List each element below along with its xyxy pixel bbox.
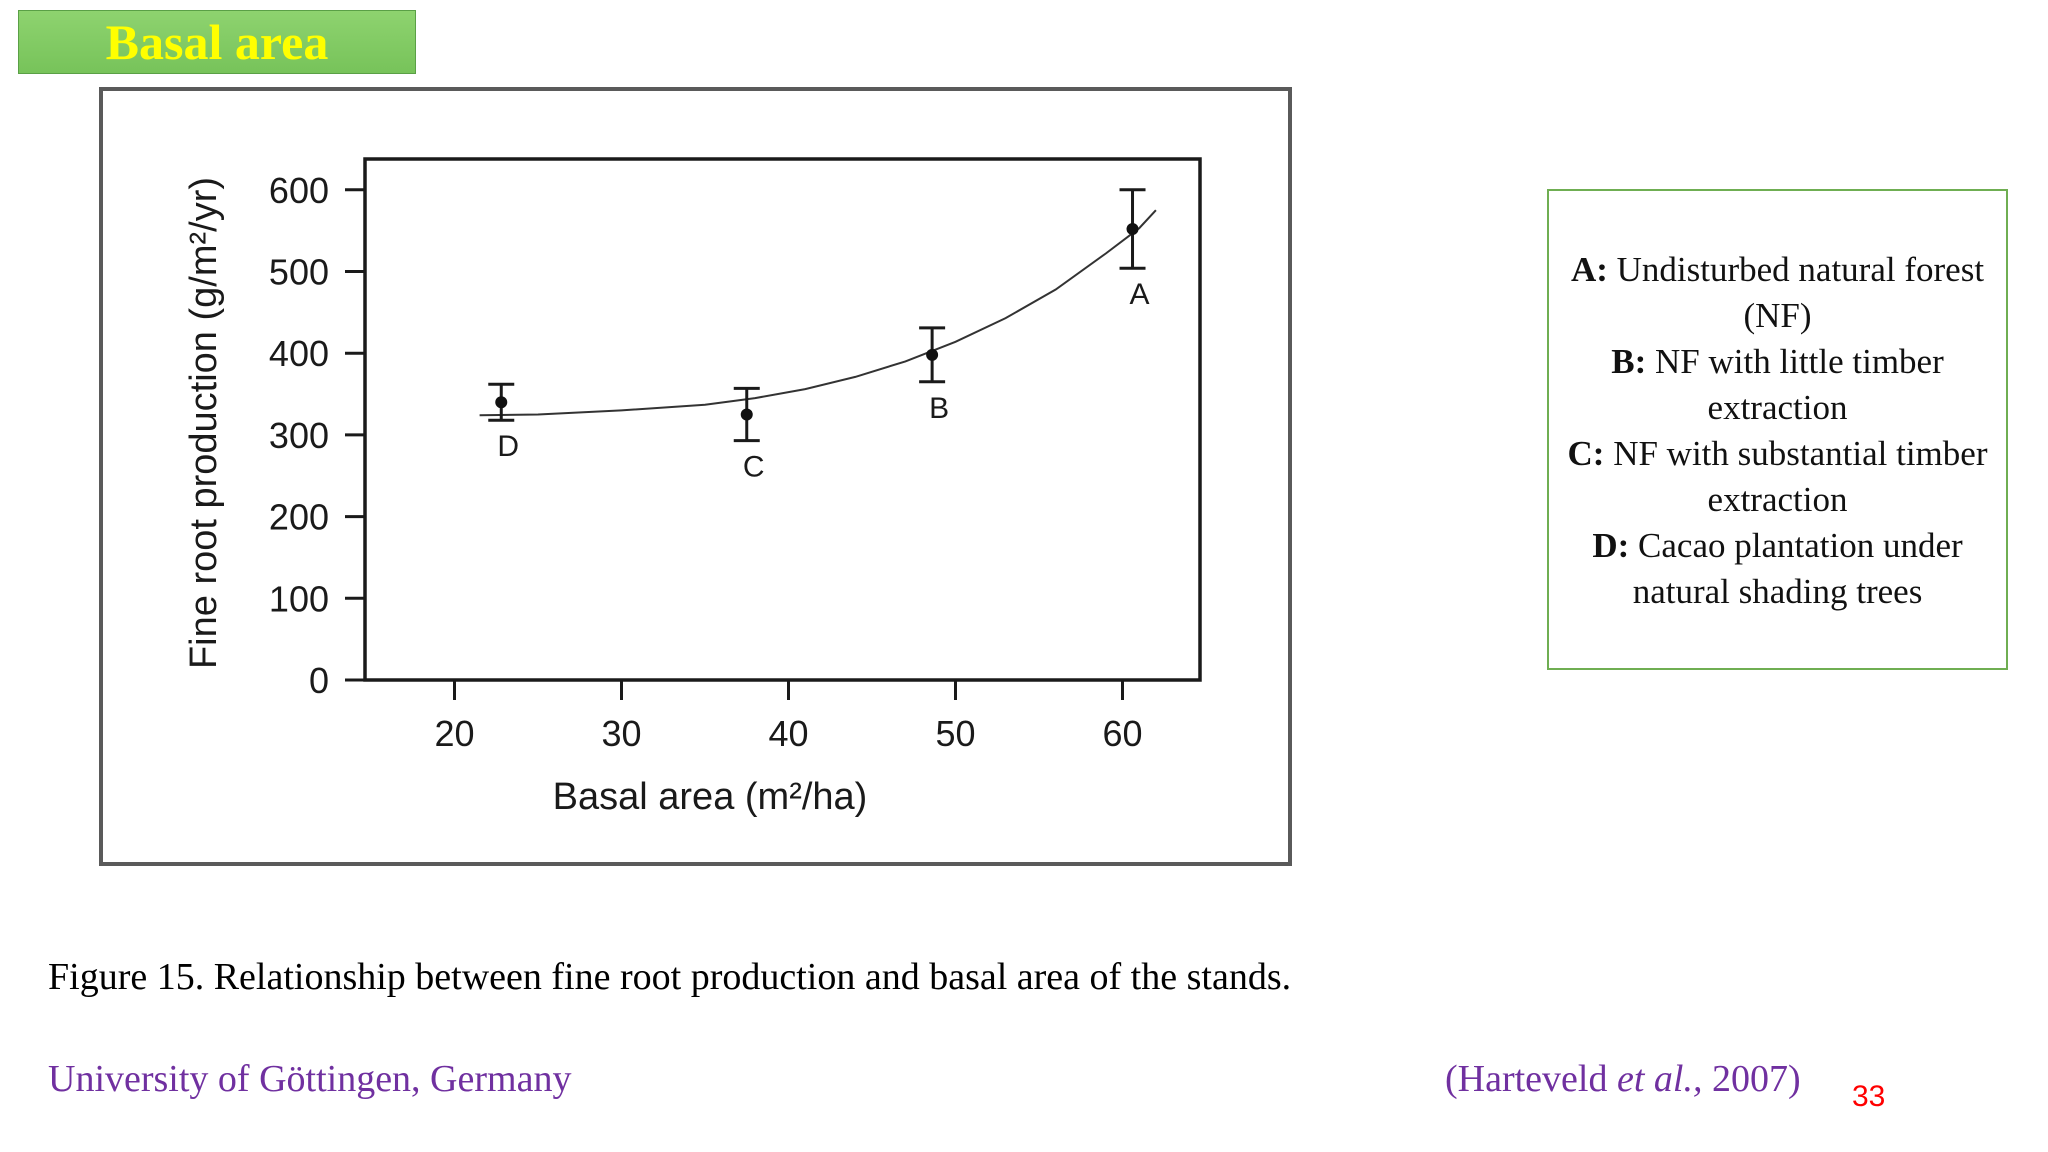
point-label: B [929,392,949,425]
x-tick-label: 40 [768,713,808,754]
data-point-d: D [488,382,519,463]
y-axis-label: Fine root production (g/m²/yr) [183,177,225,669]
point-marker [926,348,939,361]
figure-frame: 0 100 200 300 400 500 600 20 30 40 50 60 D C B A Basal… [99,87,1292,866]
point-label: A [1130,278,1150,311]
legend-entry-c: C: NF with substantial timber extraction [1567,434,1988,519]
stand-legend: A: Undisturbed natural forest (NF) B: NF… [1547,189,2008,670]
figure-caption: Figure 15. Relationship between fine roo… [48,956,1292,998]
y-tick-label: 500 [269,252,329,293]
point-marker [1126,223,1139,236]
x-tick-label: 30 [601,713,641,754]
point-marker [495,396,508,409]
x-tick-label: 20 [434,713,474,754]
data-point-b: B [919,326,949,425]
y-tick-label: 200 [269,497,329,538]
slide-title: Basal area [18,10,416,74]
fine-root-chart: 0 100 200 300 400 500 600 20 30 40 50 60 D C B A Basal… [183,157,1202,818]
citation: (Harteveld et al., 2007) [1445,1058,1801,1100]
university-credit: University of Göttingen, Germany [48,1058,572,1100]
plot-area-frame [363,157,1202,682]
y-tick-label: 400 [269,333,329,374]
point-label: C [743,451,765,484]
slide-number: 33 [1852,1080,1886,1113]
x-tick-label: 60 [1102,713,1142,754]
legend-entry-d: D: Cacao plantation under natural shadin… [1592,526,1963,611]
legend-entry-a: A: Undisturbed natural forest (NF) [1570,250,1985,335]
x-tick-label: 50 [935,713,975,754]
point-label: D [497,430,519,463]
y-tick-label: 600 [269,170,329,211]
y-tick-label: 100 [269,578,329,619]
fit-curve [479,209,1157,417]
y-tick-label: 0 [309,660,329,701]
legend-entry-b: B: NF with little timber extraction [1611,342,1944,427]
data-point-c: C [733,386,765,484]
y-tick-label: 300 [269,415,329,456]
x-axis-label: Basal area (m²/ha) [553,776,868,818]
point-marker [740,408,753,421]
data-point-a: A [1119,188,1150,311]
